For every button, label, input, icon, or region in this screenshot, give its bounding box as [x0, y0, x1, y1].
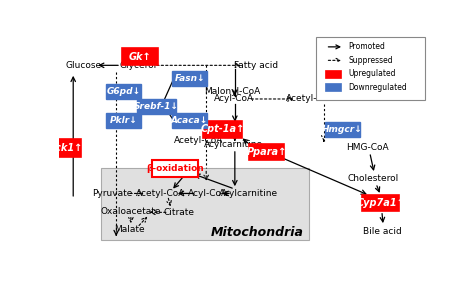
- FancyBboxPatch shape: [172, 71, 207, 86]
- Text: Mitochondria: Mitochondria: [211, 226, 304, 239]
- Text: Acaca↓: Acaca↓: [171, 116, 208, 125]
- Text: Glycerol: Glycerol: [119, 61, 157, 70]
- Text: Malonyl-CoA: Malonyl-CoA: [204, 87, 260, 96]
- Text: Hmgcr↓: Hmgcr↓: [322, 125, 363, 134]
- Text: Gk↑: Gk↑: [129, 52, 151, 62]
- FancyBboxPatch shape: [325, 122, 360, 137]
- FancyBboxPatch shape: [325, 83, 341, 91]
- Text: Promoted: Promoted: [349, 42, 385, 51]
- Text: Suppressed: Suppressed: [349, 56, 393, 65]
- Text: Cpt-1a↑: Cpt-1a↑: [201, 124, 245, 135]
- FancyBboxPatch shape: [101, 168, 309, 240]
- Text: Malate: Malate: [114, 225, 145, 234]
- Text: Pyruvate: Pyruvate: [92, 189, 133, 198]
- Text: Pklr↓: Pklr↓: [109, 116, 137, 125]
- Text: Acylcarnitine: Acylcarnitine: [204, 140, 263, 149]
- Text: Pck1↑: Pck1↑: [49, 143, 83, 153]
- FancyBboxPatch shape: [122, 48, 158, 65]
- FancyBboxPatch shape: [106, 113, 141, 128]
- Text: Fasn↓: Fasn↓: [174, 74, 205, 83]
- Text: Upregulated: Upregulated: [349, 69, 396, 78]
- Text: Cyp7a1↑: Cyp7a1↑: [356, 198, 405, 208]
- Text: Cholesterol: Cholesterol: [348, 174, 399, 183]
- Text: Downregulated: Downregulated: [349, 83, 408, 92]
- Text: Ppara↑: Ppara↑: [246, 147, 287, 157]
- Text: Acylcarnitine: Acylcarnitine: [219, 189, 278, 198]
- Text: Acyl-CoA: Acyl-CoA: [214, 94, 254, 103]
- Text: G6pd↓: G6pd↓: [107, 87, 141, 96]
- Text: Acyl-CoA: Acyl-CoA: [188, 189, 228, 198]
- FancyBboxPatch shape: [249, 144, 284, 160]
- FancyBboxPatch shape: [316, 37, 425, 100]
- FancyBboxPatch shape: [172, 113, 207, 128]
- FancyBboxPatch shape: [50, 139, 82, 157]
- Text: Citrate: Citrate: [163, 208, 194, 217]
- Text: HMG-CoA: HMG-CoA: [346, 143, 389, 152]
- FancyBboxPatch shape: [137, 99, 176, 114]
- Text: β-oxidation: β-oxidation: [146, 164, 204, 173]
- FancyBboxPatch shape: [362, 195, 399, 211]
- Text: Acetyl-CoA: Acetyl-CoA: [136, 189, 185, 198]
- Text: Bile acid: Bile acid: [363, 227, 402, 236]
- FancyBboxPatch shape: [203, 121, 242, 138]
- Text: Oxaloacetate: Oxaloacetate: [100, 207, 161, 216]
- FancyBboxPatch shape: [106, 84, 141, 99]
- FancyBboxPatch shape: [325, 70, 341, 78]
- Text: Acetyl-CoA: Acetyl-CoA: [286, 94, 336, 103]
- Text: Fatty acid: Fatty acid: [234, 61, 278, 70]
- Text: Acetyl-CoA: Acetyl-CoA: [174, 136, 224, 145]
- Text: Glucose: Glucose: [65, 61, 101, 70]
- FancyBboxPatch shape: [152, 160, 198, 177]
- Text: Srebf-1↓: Srebf-1↓: [134, 102, 179, 111]
